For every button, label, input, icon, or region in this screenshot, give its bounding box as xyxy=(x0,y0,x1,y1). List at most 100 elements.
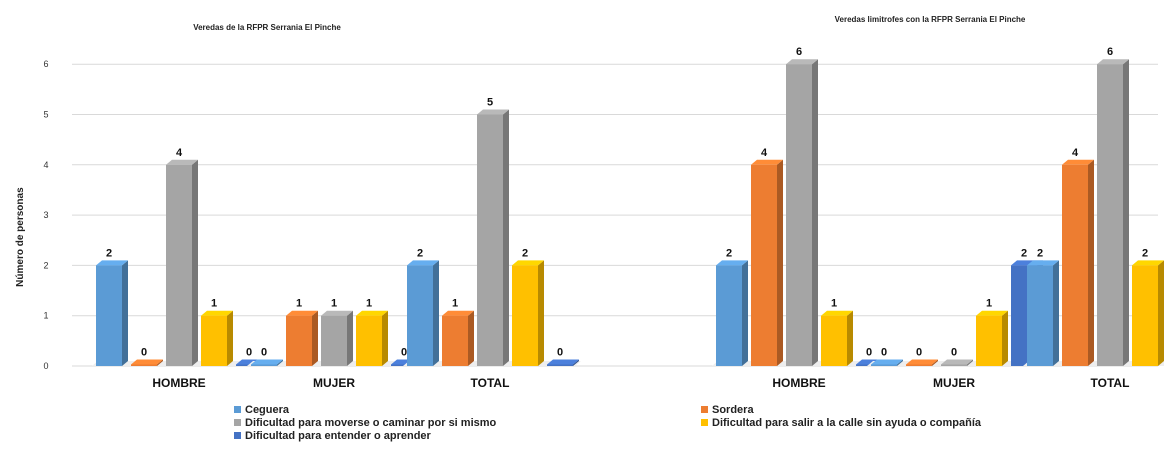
legend-label: Dificultad para moverse o caminar por si… xyxy=(245,417,497,429)
data-label: 0 xyxy=(866,347,872,359)
y-tick-label: 0 xyxy=(43,361,48,371)
data-label: 1 xyxy=(296,298,302,310)
bar-side-ceguera xyxy=(433,260,439,366)
legend-swatch xyxy=(701,406,708,413)
bar-sordera xyxy=(131,364,157,366)
data-label: 2 xyxy=(522,247,528,259)
data-label: 4 xyxy=(761,147,768,159)
bar-ceguera xyxy=(96,265,122,366)
bar-top-ceguera xyxy=(716,260,748,266)
data-label: 1 xyxy=(211,298,217,310)
bar-dificultad-para-salir-a-la-calle-sin-ayuda-o-compania xyxy=(821,315,847,366)
legend-label: Dificultad para salir a la calle sin ayu… xyxy=(712,417,982,429)
data-label: 0 xyxy=(261,347,267,359)
bar-side-ceguera xyxy=(1053,260,1059,366)
legend-label: Ceguera xyxy=(245,404,290,416)
data-label: 1 xyxy=(452,298,458,310)
bar-top-sordera xyxy=(286,310,318,316)
legend-item: Dificultad para entender o aprender xyxy=(234,430,432,442)
bar-side-dificultad-para-moverse-o-caminar-por-si-mismo xyxy=(192,159,198,366)
bar-top-dificultad-para-moverse-o-caminar-por-si-mismo xyxy=(166,159,198,165)
legend-swatch xyxy=(701,419,708,426)
chart-panel-veredas: Veredas de la RFPR Serrania El Pinche 2 0 4… xyxy=(92,23,581,390)
floor-plane xyxy=(1023,361,1164,366)
x-category-label: MUJER xyxy=(933,376,975,390)
legend-item: Dificultad para salir a la calle sin ayu… xyxy=(701,417,982,429)
legend-swatch xyxy=(234,419,241,426)
legend-item: Sordera xyxy=(701,404,754,416)
data-label: 0 xyxy=(401,347,407,359)
bar-sordera xyxy=(442,315,468,366)
bar-top-dificultad-para-salir-a-la-calle-sin-ayuda-o-compania xyxy=(821,310,853,316)
bar-ceguera xyxy=(407,265,433,366)
chart-title: Veredas de la RFPR Serrania El Pinche xyxy=(193,23,341,32)
bar-side-dificultad-para-salir-a-la-calle-sin-ayuda-o-compania xyxy=(1002,310,1008,366)
bar-top-dificultad-para-moverse-o-caminar-por-si-mismo xyxy=(1097,59,1129,65)
bar-side-sordera xyxy=(1088,159,1094,366)
data-label: 2 xyxy=(1021,247,1027,259)
legend-item: Ceguera xyxy=(234,404,290,416)
bar-top-dificultad-para-moverse-o-caminar-por-si-mismo xyxy=(941,359,973,365)
bar-top-ceguera xyxy=(407,260,439,266)
bar-top-sordera xyxy=(442,310,474,316)
bar-side-dificultad-para-salir-a-la-calle-sin-ayuda-o-compania xyxy=(1158,260,1164,366)
data-label: 1 xyxy=(331,298,337,310)
data-label: 1 xyxy=(831,298,837,310)
x-category-label: TOTAL xyxy=(1091,376,1130,390)
legend-swatch xyxy=(234,432,241,439)
legend-swatch xyxy=(234,406,241,413)
bar-top-dificultad-para-entender-o-aprender xyxy=(547,359,579,365)
x-category-label: TOTAL xyxy=(471,376,510,390)
bar-top-dificultad-para-salir-a-la-calle-sin-ayuda-o-compania xyxy=(976,310,1008,316)
data-label: 6 xyxy=(796,46,802,58)
x-category-label: MUJER xyxy=(313,376,355,390)
bar-dificultad-para-moverse-o-caminar-por-si-mismo xyxy=(477,114,503,366)
bar-side-ceguera xyxy=(277,359,283,366)
data-label: 2 xyxy=(106,247,112,259)
bar-top-dificultad-para-moverse-o-caminar-por-si-mismo xyxy=(786,59,818,65)
bar-sordera xyxy=(286,315,312,366)
y-axis-label: Número de personas xyxy=(15,187,26,287)
data-label: 1 xyxy=(986,298,992,310)
bar-dificultad-para-moverse-o-caminar-por-si-mismo xyxy=(321,315,347,366)
bar-top-dificultad-para-salir-a-la-calle-sin-ayuda-o-compania xyxy=(512,260,544,266)
bar-dificultad-para-moverse-o-caminar-por-si-mismo xyxy=(941,364,967,366)
bar-side-dificultad-para-moverse-o-caminar-por-si-mismo xyxy=(1123,59,1129,366)
bar-side-sordera xyxy=(777,159,783,366)
bar-side-dificultad-para-salir-a-la-calle-sin-ayuda-o-compania xyxy=(382,310,388,366)
bar-dificultad-para-moverse-o-caminar-por-si-mismo xyxy=(786,64,812,366)
axes: 0 1 2 3 4 5 6 Número de personas xyxy=(15,59,49,371)
data-label: 0 xyxy=(557,347,563,359)
bar-dificultad-para-salir-a-la-calle-sin-ayuda-o-compania xyxy=(976,315,1002,366)
y-tick-label: 2 xyxy=(43,260,48,270)
bar-top-sordera xyxy=(1062,159,1094,165)
bar-side-dificultad-para-moverse-o-caminar-por-si-mismo xyxy=(967,359,973,366)
data-label: 2 xyxy=(726,247,732,259)
bar-side-dificultad-para-entender-o-aprender xyxy=(573,359,579,366)
bar-side-ceguera xyxy=(897,359,903,366)
bar-top-ceguera xyxy=(871,359,903,365)
bar-dificultad-para-salir-a-la-calle-sin-ayuda-o-compania xyxy=(1132,265,1158,366)
bar-side-dificultad-para-moverse-o-caminar-por-si-mismo xyxy=(812,59,818,366)
bar-dificultad-para-salir-a-la-calle-sin-ayuda-o-compania xyxy=(201,315,227,366)
data-label: 0 xyxy=(881,347,887,359)
bar-sordera xyxy=(751,164,777,366)
bar-top-sordera xyxy=(906,359,938,365)
bar-top-dificultad-para-moverse-o-caminar-por-si-mismo xyxy=(321,310,353,316)
data-label: 1 xyxy=(366,298,372,310)
bar-top-dificultad-para-salir-a-la-calle-sin-ayuda-o-compania xyxy=(356,310,388,316)
data-label: 4 xyxy=(1072,147,1079,159)
bar-ceguera xyxy=(251,364,277,366)
y-tick-label: 6 xyxy=(43,59,48,69)
bar-top-ceguera xyxy=(96,260,128,266)
bar-side-sordera xyxy=(157,359,163,366)
data-label: 6 xyxy=(1107,46,1113,58)
data-label: 0 xyxy=(246,347,252,359)
bar-side-dificultad-para-salir-a-la-calle-sin-ayuda-o-compania xyxy=(847,310,853,366)
bar-side-dificultad-para-moverse-o-caminar-por-si-mismo xyxy=(503,109,509,366)
bar-side-sordera xyxy=(312,310,318,366)
y-tick-label: 5 xyxy=(43,110,48,120)
bar-dificultad-para-salir-a-la-calle-sin-ayuda-o-compania xyxy=(356,315,382,366)
bar-dificultad-para-entender-o-aprender xyxy=(547,364,573,366)
legend: Ceguera Sordera Dificultad para moverse o … xyxy=(234,404,982,442)
